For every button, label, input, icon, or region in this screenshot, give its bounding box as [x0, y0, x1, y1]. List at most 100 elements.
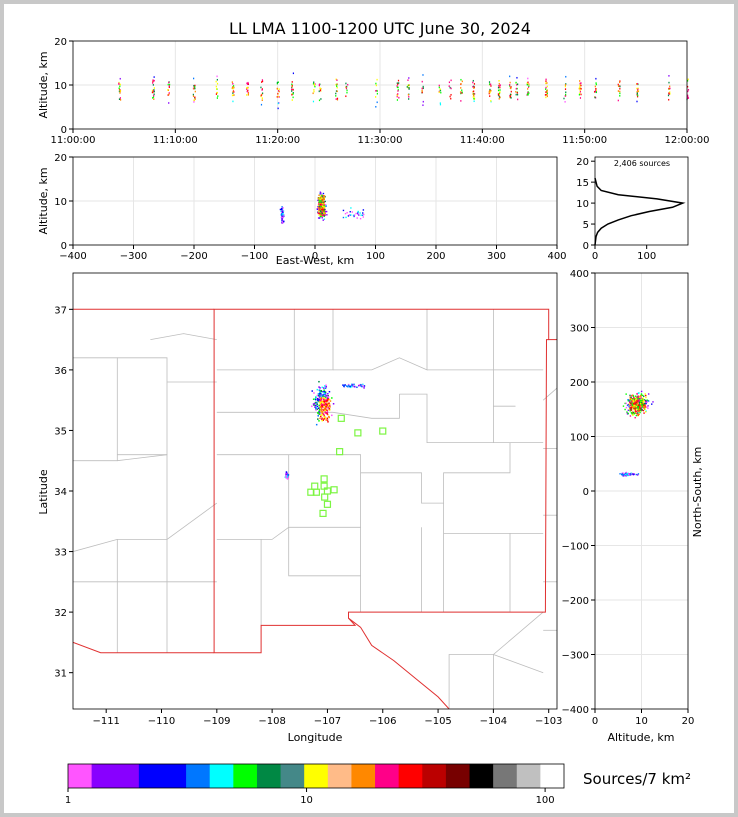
plan-view-source: [323, 387, 325, 389]
time-height-source: [153, 93, 155, 96]
time-height-source: [546, 92, 548, 95]
time-height-source: [153, 87, 155, 89]
north-south-source: [625, 406, 628, 409]
time-height-source: [260, 86, 262, 89]
time-height-source: [336, 97, 339, 100]
time-height-source: [636, 100, 638, 103]
colorbar-cell: [280, 764, 305, 788]
north-south-source: [646, 399, 648, 401]
time-height-source: [397, 83, 399, 86]
east-west-source: [319, 198, 321, 201]
time-height-source: [421, 89, 423, 92]
plan-view-source: [321, 414, 323, 416]
time-height-source: [152, 79, 154, 81]
time-height-source: [260, 95, 262, 98]
north-south-source: [638, 396, 641, 399]
time-height-source: [291, 86, 293, 89]
time-tick-label: 11:40:00: [460, 135, 505, 146]
time-height-source: [619, 90, 621, 93]
time-tick-label: 11:00:00: [51, 135, 96, 146]
time-height-source: [669, 93, 671, 95]
time-height-source: [232, 82, 234, 85]
time-height-source: [168, 86, 170, 89]
time-height-source: [313, 88, 315, 91]
north-south-source: [635, 412, 637, 414]
time-height-source: [564, 84, 567, 86]
time-height-source: [450, 93, 452, 96]
plan-view-source: [356, 386, 358, 389]
plan-view-source: [315, 396, 317, 399]
plan-view-source: [329, 406, 331, 408]
colorbar-cell: [115, 764, 140, 788]
time-height-source: [151, 91, 154, 94]
plan-view-source: [311, 390, 313, 392]
north-south-source: [630, 400, 632, 402]
plan-view-source: [323, 392, 326, 395]
time-height-source: [473, 100, 475, 103]
time-height-source: [407, 84, 409, 87]
plan-view-source: [318, 386, 320, 388]
east-west-axes: −400 −300 −200 −100 0 100 200 300 400 0 10 20: [54, 153, 566, 262]
lma-station-marker: [336, 448, 344, 456]
time-height-source: [516, 93, 519, 96]
east-west-source: [357, 211, 359, 214]
lma-station-marker: [320, 475, 328, 483]
time-height-source: [619, 95, 621, 97]
east-west-source: [319, 215, 322, 218]
time-height-source: [460, 83, 462, 85]
time-height-source: [335, 98, 337, 100]
time-height-source: [510, 86, 512, 88]
time-height-source: [594, 85, 596, 88]
time-height-source: [119, 92, 121, 94]
plan-view-source: [323, 385, 326, 387]
time-height-source: [448, 81, 450, 84]
time-height-source: [667, 94, 670, 97]
time-height-source: [247, 92, 250, 94]
time-height-source: [595, 87, 597, 90]
time-height-source: [595, 82, 597, 84]
time-height-source: [595, 77, 597, 80]
north-south-source: [624, 473, 627, 476]
north-south-source: [637, 413, 639, 416]
east-west-source: [323, 197, 325, 199]
plan-view-source: [351, 384, 353, 387]
time-height-source: [194, 85, 196, 88]
time-height-source: [408, 84, 410, 86]
time-height-source: [408, 86, 410, 89]
time-height-source: [473, 97, 475, 100]
plan-view-source: [318, 410, 320, 413]
plan-view-source: [324, 402, 327, 405]
time-height-source: [564, 101, 566, 103]
plan-view-source: [315, 401, 317, 404]
north-south-source: [633, 399, 636, 401]
plan-view-source: [343, 385, 346, 388]
time-height-source: [312, 92, 314, 95]
time-height-source: [439, 102, 441, 104]
plan-view-source: [320, 403, 322, 405]
plan-view-source: [317, 415, 319, 417]
north-south-source: [637, 404, 639, 406]
plan-view-source: [286, 478, 289, 480]
east-west-source: [319, 199, 321, 202]
time-height-source: [460, 87, 462, 89]
plan-view-source: [320, 407, 323, 409]
county-boundary: [117, 357, 168, 456]
plan-view-source: [311, 405, 313, 408]
source-count-annotation: 2,406 sources: [614, 159, 670, 168]
time-height-source: [277, 95, 279, 98]
time-tick-label: 12:00:00: [665, 135, 710, 146]
time-height-source: [247, 86, 249, 89]
time-height-source: [396, 82, 398, 85]
time-height-source: [579, 80, 581, 82]
time-height-source: [215, 80, 217, 83]
time-height-source: [449, 95, 451, 98]
plan-view-source: [321, 412, 323, 415]
north-south-source: [638, 397, 641, 400]
east-west-source: [281, 222, 284, 224]
plan-view-source: [315, 406, 318, 409]
plan-view-sources: [284, 380, 366, 480]
north-south-source: [645, 402, 647, 405]
north-south-source: [636, 396, 638, 398]
colorbar-cell: [91, 764, 116, 788]
time-height-source: [313, 90, 315, 93]
